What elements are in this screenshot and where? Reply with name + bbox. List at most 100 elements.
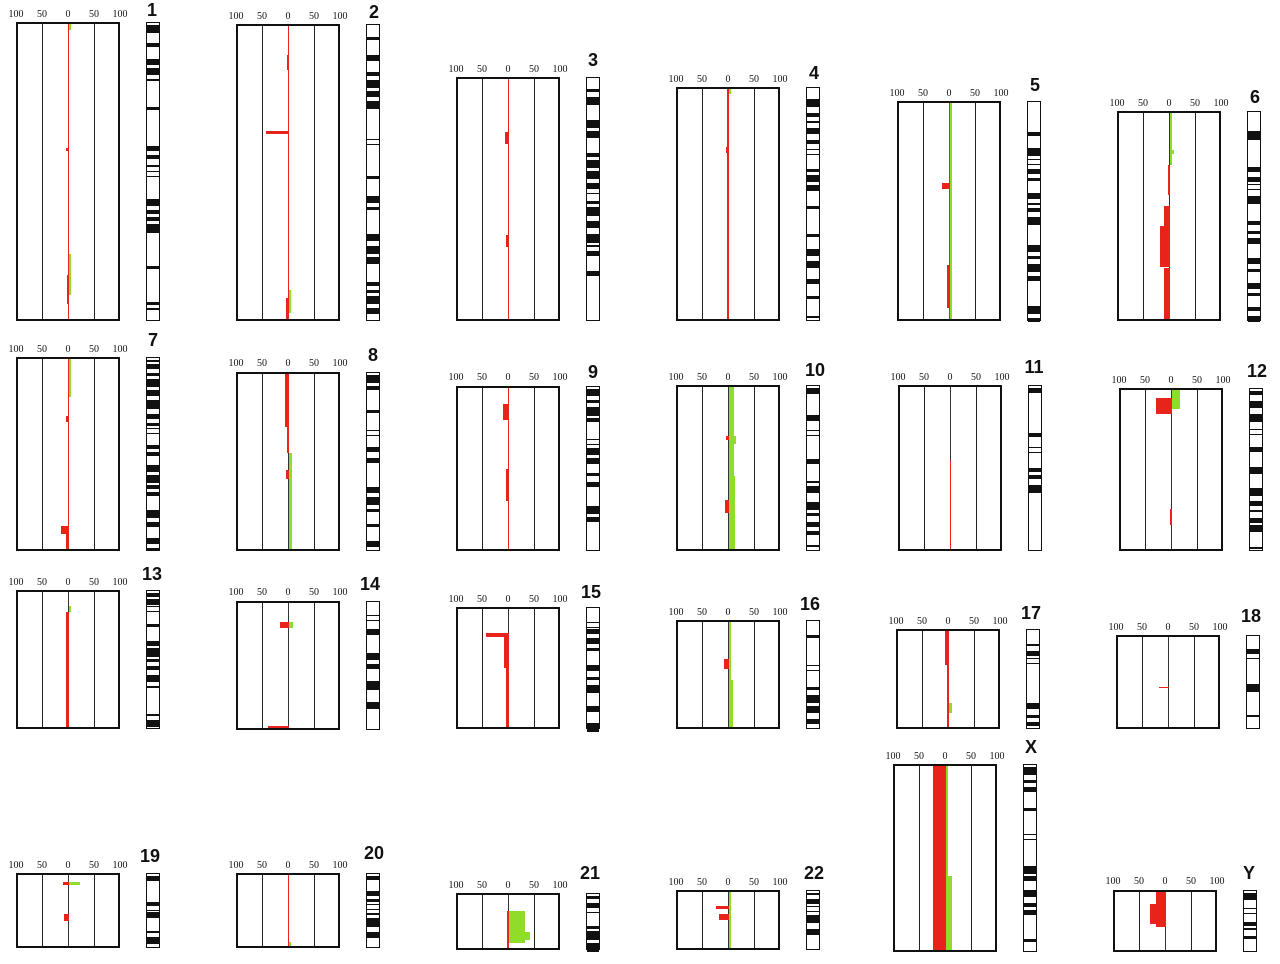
axis-tick-label: 100 (112, 577, 128, 588)
ideogram-band (807, 206, 819, 210)
axis-tick-label: 100 (552, 64, 568, 75)
axis-tick-label: 50 (309, 860, 319, 871)
axis-tick-label: 100 (332, 11, 348, 22)
ideogram-band (807, 899, 819, 904)
ideogram-band (807, 502, 819, 511)
ideogram-band (147, 930, 159, 934)
ideogram-band (1248, 166, 1260, 172)
gain-bar (950, 103, 952, 319)
loss-bar (287, 875, 289, 946)
axis-tick-label: 50 (37, 577, 47, 588)
axis-tick-label: 100 (994, 372, 1010, 383)
axis-tick-label: 100 (112, 860, 128, 871)
ideogram-band (807, 184, 819, 191)
ideogram-band (807, 928, 819, 935)
chromosome-ideogram (586, 77, 600, 321)
ideogram-band (587, 417, 599, 422)
axis-tick-label: 50 (529, 64, 539, 75)
ideogram-band (367, 681, 379, 691)
axis-tick-label: 50 (697, 607, 707, 618)
gain-bar (509, 932, 530, 941)
profile-plot-frame (236, 601, 340, 730)
axis-tick-label: 0 (945, 616, 951, 627)
ideogram-band (147, 422, 159, 427)
axis-tick-label: 100 (228, 358, 244, 369)
ideogram-band (587, 270, 599, 277)
axis-tick-label: 50 (37, 344, 47, 355)
ideogram-band (1250, 414, 1262, 423)
gain-bar (729, 892, 731, 948)
gridline-50 (262, 26, 263, 319)
ideogram-band (1250, 501, 1262, 506)
ideogram-band (147, 522, 159, 527)
ideogram-band (587, 389, 599, 397)
ideogram-band (1244, 935, 1256, 940)
loss-bar (67, 24, 69, 319)
axis-tick-label: 0 (505, 372, 511, 383)
ideogram-band (147, 302, 159, 306)
ideogram-band (367, 496, 379, 505)
gridline-50 (1145, 390, 1146, 549)
gridline-50 (42, 592, 43, 727)
axis-tick-label: 50 (257, 358, 267, 369)
loss-bar (507, 79, 509, 319)
centromere (807, 149, 819, 156)
axis-tick-label: 0 (1166, 98, 1172, 109)
ideogram-band (1029, 484, 1041, 494)
chromosome-label: 14 (359, 574, 381, 594)
ideogram-band (807, 695, 819, 703)
ideogram-band (587, 902, 599, 908)
ideogram-band (807, 530, 819, 536)
zero-line (1171, 390, 1172, 549)
ideogram-band (587, 638, 599, 644)
gridline-50 (1191, 892, 1192, 950)
loss-bar (726, 89, 729, 319)
gain-bar (949, 703, 952, 713)
axis-tick-label: 50 (749, 877, 759, 888)
ideogram-band (147, 106, 159, 111)
axis-tick-label: 50 (969, 616, 979, 627)
chromosome-label: 16 (799, 594, 821, 614)
gridline-50 (702, 89, 703, 319)
gridline-50 (42, 24, 43, 319)
axis-tick-label: 50 (1134, 876, 1144, 887)
ideogram-band (1248, 268, 1260, 273)
ideogram-band (367, 289, 379, 294)
chromosome-ideogram (1247, 111, 1261, 323)
profile-plot-frame (456, 893, 560, 950)
axis-tick-label: 100 (552, 880, 568, 891)
ideogram-band (1024, 780, 1036, 784)
ideogram-band (807, 234, 819, 237)
ideogram-band (1027, 721, 1039, 727)
gain-bar (69, 882, 81, 885)
gridline-50 (94, 875, 95, 946)
axis-tick-label: 0 (65, 577, 71, 588)
chromosome-ideogram (146, 590, 160, 729)
ideogram-band (367, 257, 379, 264)
loss-bar (1156, 397, 1172, 414)
chromosome-label: 19 (139, 846, 161, 866)
gain-bar (729, 622, 732, 727)
ideogram-band (1029, 433, 1041, 438)
axis-tick-label: 0 (942, 751, 948, 762)
chromosome-ideogram (586, 893, 600, 952)
axis-tick-label: 50 (1137, 622, 1147, 633)
ideogram-band (147, 474, 159, 483)
gridline-50 (1195, 113, 1196, 319)
ideogram-band (367, 282, 379, 287)
axis-tick-label: 50 (1186, 876, 1196, 887)
loss-bar (1170, 509, 1172, 526)
gridline-50 (1143, 113, 1144, 319)
axis-tick-label: 50 (257, 860, 267, 871)
gain-bar (69, 24, 71, 30)
axis-tick-label: 50 (971, 372, 981, 383)
loss-bar (724, 500, 729, 514)
profile-plot-frame (16, 357, 120, 551)
ideogram-band (1244, 922, 1256, 926)
gridline-50 (314, 875, 315, 946)
chromosome-ideogram (146, 22, 160, 321)
axis-tick-label: 50 (918, 88, 928, 99)
chromosome-label: 3 (587, 50, 599, 70)
gain-bar (946, 766, 948, 950)
gridline-50 (919, 766, 920, 950)
